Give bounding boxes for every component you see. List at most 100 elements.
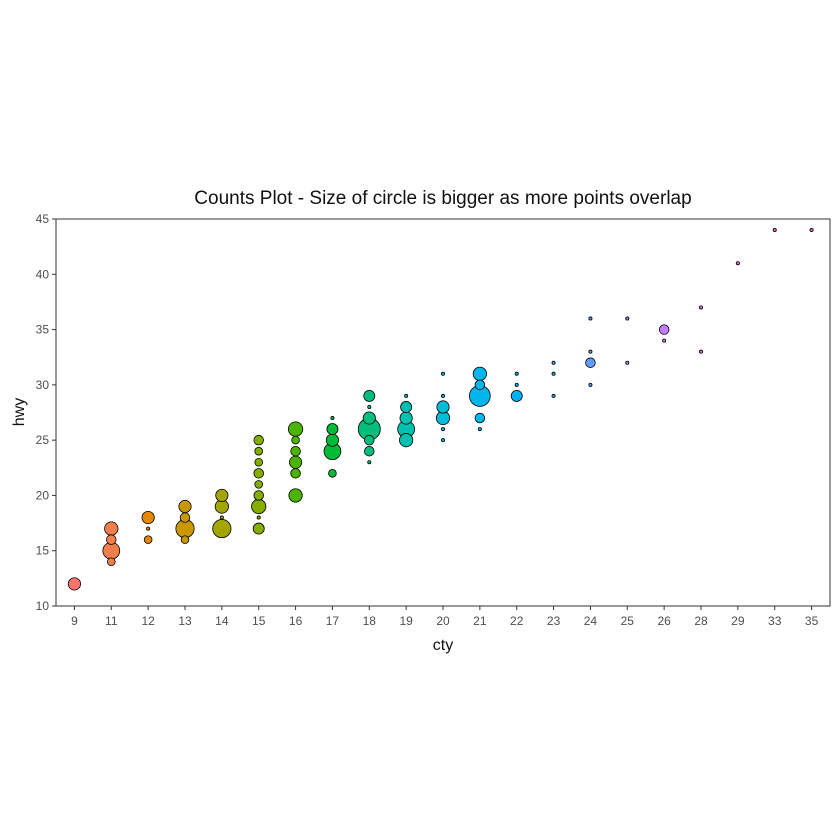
- data-point: [662, 338, 667, 343]
- data-point: [253, 490, 264, 501]
- data-point: [179, 512, 191, 523]
- data-point: [809, 228, 814, 233]
- x-tick-label: 11: [105, 614, 118, 628]
- data-point: [440, 427, 445, 432]
- data-point: [551, 360, 556, 365]
- data-point: [772, 228, 777, 233]
- data-point: [364, 434, 375, 446]
- data-point: [330, 416, 335, 421]
- data-point: [474, 412, 486, 424]
- y-tick-label: 40: [36, 267, 50, 281]
- x-tick-label: 23: [547, 614, 561, 628]
- x-tick-label: 21: [473, 614, 487, 628]
- data-points: [67, 228, 814, 591]
- data-point: [146, 526, 151, 531]
- data-point: [404, 393, 409, 398]
- data-point: [551, 393, 556, 398]
- data-point: [104, 521, 119, 536]
- x-tick-label: 20: [436, 614, 450, 628]
- data-point: [699, 305, 704, 310]
- data-point: [107, 557, 116, 567]
- data-point: [67, 577, 81, 591]
- data-point: [472, 366, 487, 381]
- y-tick-label: 35: [36, 323, 50, 337]
- data-point: [551, 371, 556, 376]
- data-point: [178, 499, 192, 514]
- data-point: [219, 515, 224, 520]
- y-tick-label: 10: [36, 599, 50, 613]
- data-point: [363, 389, 376, 402]
- data-point: [290, 445, 301, 457]
- y-axis-title: hwy: [11, 398, 28, 426]
- x-tick-label: 15: [252, 614, 266, 628]
- data-point: [588, 349, 593, 354]
- x-tick-label: 25: [621, 614, 635, 628]
- data-point: [699, 349, 704, 354]
- y-tick-label: 15: [36, 544, 50, 558]
- data-point: [399, 433, 414, 448]
- x-axis-title: cty: [433, 637, 453, 654]
- data-point: [477, 427, 482, 432]
- y-tick-label: 20: [36, 488, 50, 502]
- x-tick-label: 22: [510, 614, 524, 628]
- data-point: [440, 371, 445, 376]
- x-tick-label: 16: [289, 614, 303, 628]
- data-point: [367, 460, 372, 465]
- x-tick-label: 9: [71, 614, 78, 628]
- data-point: [625, 360, 630, 365]
- data-point: [252, 522, 265, 535]
- data-point: [215, 488, 229, 502]
- data-point: [143, 535, 153, 544]
- data-point: [180, 535, 190, 544]
- data-point: [440, 438, 445, 443]
- x-axis: 9 11 12 13 14 15 16 17 18 19 20 21 22 23 24 25 26 28 29 33 3…: [71, 606, 819, 628]
- data-point: [291, 435, 300, 445]
- data-point: [399, 411, 413, 425]
- data-point: [362, 411, 376, 425]
- data-point: [474, 379, 486, 391]
- x-tick-label: 24: [584, 614, 598, 628]
- data-point: [625, 316, 630, 321]
- data-point: [253, 434, 264, 446]
- data-point: [400, 401, 413, 413]
- data-point: [256, 515, 261, 520]
- data-point: [212, 519, 232, 539]
- data-point: [588, 316, 593, 321]
- x-tick-label: 14: [215, 614, 229, 628]
- x-tick-label: 12: [141, 614, 155, 628]
- x-tick-label: 28: [694, 614, 708, 628]
- data-point: [658, 324, 670, 335]
- data-point: [288, 488, 303, 503]
- data-point: [287, 421, 304, 437]
- x-tick-label: 18: [363, 614, 377, 628]
- data-point: [510, 389, 523, 402]
- data-point: [326, 423, 339, 436]
- y-tick-label: 25: [36, 433, 50, 447]
- data-point: [328, 469, 337, 478]
- data-point: [251, 498, 267, 515]
- y-axis: 10 15 20 25 30 35 40 45: [36, 212, 56, 613]
- data-point: [735, 261, 740, 266]
- data-point: [290, 468, 301, 479]
- x-tick-label: 26: [657, 614, 671, 628]
- data-point: [254, 480, 263, 489]
- data-point: [440, 393, 445, 398]
- x-tick-label: 33: [768, 614, 782, 628]
- chart-title: Counts Plot - Size of circle is bigger a…: [194, 188, 691, 209]
- data-point: [588, 382, 593, 387]
- data-point: [141, 510, 155, 525]
- y-tick-label: 30: [36, 378, 50, 392]
- x-tick-label: 35: [805, 614, 819, 628]
- data-point: [436, 400, 450, 414]
- data-point: [585, 357, 596, 368]
- data-point: [289, 455, 303, 469]
- data-point: [254, 457, 263, 467]
- data-point: [364, 445, 375, 457]
- data-point: [514, 371, 519, 376]
- x-tick-label: 19: [399, 614, 413, 628]
- y-tick-label: 45: [36, 212, 50, 226]
- x-tick-label: 29: [731, 614, 745, 628]
- data-point: [325, 433, 339, 447]
- data-point: [254, 446, 263, 456]
